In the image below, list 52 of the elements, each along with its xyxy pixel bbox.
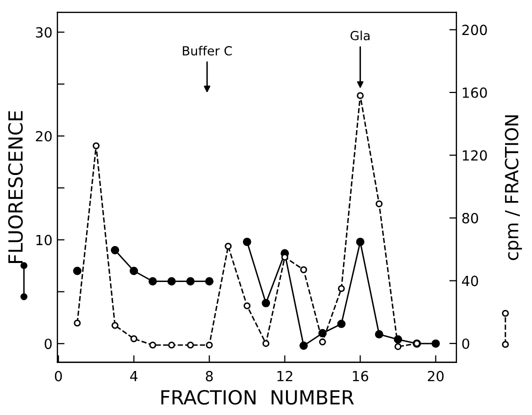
point (112, 322, 118, 329)
point (374, 330, 384, 338)
point (168, 342, 176, 349)
x-axis-title: FRACTION NUMBER (161, 390, 354, 405)
y2-tick-label: 0 (462, 338, 470, 349)
point (338, 285, 345, 292)
point (432, 339, 440, 348)
annotation: Buffer C (182, 46, 232, 56)
x-tick-label: 4 (130, 371, 138, 382)
point (149, 342, 156, 349)
point (92, 142, 100, 150)
y-tick-label: 30 (36, 27, 52, 38)
point (167, 277, 176, 286)
point (356, 238, 364, 246)
point (337, 320, 346, 328)
point (244, 302, 251, 310)
point (262, 340, 270, 347)
point (130, 266, 138, 276)
point (186, 277, 195, 286)
y2-tick-label: 40 (462, 276, 478, 286)
y2-tick-label: 200 (462, 24, 487, 36)
point (110, 246, 120, 254)
point (224, 242, 232, 250)
point (148, 277, 157, 286)
annotation: Gla (350, 30, 370, 40)
y-tick-label: 0 (44, 338, 52, 350)
x-tick-label: 12 (277, 370, 292, 382)
point (74, 320, 81, 327)
point (242, 238, 252, 246)
point (205, 277, 214, 286)
x-tick-label: 0 (54, 370, 62, 382)
point (262, 298, 270, 308)
y-tick-label: 10 (36, 234, 52, 246)
point (300, 266, 308, 274)
y2-axis-title: cpm / FRACTION (504, 115, 522, 260)
point (186, 342, 194, 349)
y-axis-title: FLUORESCENCE (8, 111, 23, 263)
point (73, 266, 82, 276)
point (319, 338, 326, 346)
y2-tick-label: 160 (462, 87, 487, 98)
point (130, 335, 138, 342)
y-tick-label: 20 (36, 130, 52, 142)
point (376, 200, 383, 208)
x-tick-label: 20 (428, 370, 444, 382)
x-tick-label: 16 (352, 370, 368, 382)
y2-tick-label: 120 (462, 150, 487, 161)
point (299, 342, 308, 350)
point (394, 343, 402, 350)
point (206, 342, 213, 349)
point (356, 92, 364, 100)
x-tick-label: 8 (206, 370, 213, 382)
y2-tick-label: 80 (462, 212, 478, 224)
